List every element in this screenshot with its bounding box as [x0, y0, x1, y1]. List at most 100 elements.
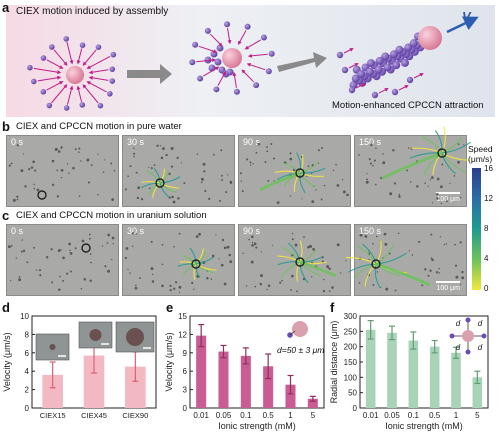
- speck: [254, 285, 257, 288]
- scale-bar-line: [436, 281, 460, 283]
- particle-trajectory: [280, 261, 301, 278]
- speck: [365, 180, 369, 184]
- speck: [406, 169, 409, 172]
- speck: [376, 235, 378, 238]
- speck: [240, 172, 243, 175]
- cpccn-particle: [189, 59, 196, 66]
- attraction-arrow: [398, 85, 409, 91]
- y-tick-label: 8: [25, 330, 30, 339]
- y-tick-label: 150: [344, 358, 358, 367]
- speck: [58, 288, 61, 291]
- cpccn-particle: [375, 56, 384, 65]
- particle-trajectory: [375, 239, 382, 265]
- attraction-arrow: [66, 41, 74, 65]
- cpccn-icon: [481, 333, 487, 339]
- speck: [374, 183, 377, 186]
- panel-a-title: CIEX motion induced by assembly: [16, 6, 169, 17]
- speck: [106, 242, 109, 244]
- speck: [459, 241, 462, 244]
- ciex-marker: [371, 259, 381, 269]
- panel-e-annotation: d=50 ± 3 μm: [277, 345, 325, 355]
- cpccn-particle: [214, 58, 222, 66]
- x-tick-label: 0.1: [408, 411, 420, 420]
- speck: [279, 281, 282, 284]
- speck: [102, 171, 105, 174]
- speck: [129, 165, 132, 168]
- speck: [218, 258, 220, 260]
- speck: [28, 168, 31, 171]
- speck: [135, 233, 137, 235]
- y-tick-label: 6: [183, 367, 188, 376]
- ciex-icon: [462, 330, 474, 342]
- particle-trajectory: [159, 171, 170, 184]
- speck: [220, 149, 223, 152]
- speck: [162, 147, 165, 151]
- speck: [202, 162, 206, 166]
- speck: [203, 170, 206, 173]
- frame-c-150: 150 s 100 μm: [354, 224, 467, 296]
- cpccn-particle: [204, 56, 212, 64]
- speck: [424, 182, 426, 185]
- speck: [289, 157, 293, 161]
- ciex-trajectory: [381, 151, 443, 180]
- speck: [133, 147, 135, 149]
- speck: [107, 269, 111, 273]
- speck: [50, 248, 53, 251]
- cpccn-particle: [244, 23, 251, 30]
- speck: [156, 144, 159, 147]
- ciex-trajectory: [375, 262, 431, 287]
- speck: [36, 188, 40, 192]
- speck: [272, 157, 276, 160]
- particle-trajectory: [346, 257, 377, 265]
- particle-trajectory: [277, 255, 301, 263]
- speck: [198, 232, 201, 236]
- speck: [56, 195, 59, 198]
- particle-trajectory: [441, 152, 466, 173]
- particle-trajectory: [353, 263, 377, 279]
- speck: [60, 146, 63, 149]
- speck: [454, 264, 458, 267]
- cpccn-particle: [27, 64, 33, 71]
- bar: [285, 384, 296, 408]
- speck: [370, 143, 373, 147]
- speck: [418, 240, 421, 243]
- frame-c-0: 0 s: [6, 224, 119, 296]
- speck: [322, 289, 326, 293]
- speck: [259, 283, 263, 286]
- particle-trajectory: [280, 246, 301, 263]
- particle-trajectory: [441, 152, 471, 161]
- speck: [150, 167, 153, 170]
- speck: [289, 152, 292, 155]
- speck: [20, 250, 23, 253]
- speck: [178, 291, 181, 293]
- speck: [445, 200, 448, 203]
- speck: [373, 159, 376, 162]
- y-tick-label: 100: [344, 373, 358, 382]
- speck: [69, 252, 73, 255]
- speck: [281, 279, 283, 282]
- speck: [51, 183, 55, 187]
- bar: [218, 351, 229, 408]
- speck: [110, 162, 113, 165]
- speck: [429, 179, 432, 181]
- x-tick-label: 1: [454, 411, 459, 420]
- speck: [35, 269, 38, 271]
- cpccn-particle: [392, 61, 401, 70]
- distance-label: d: [478, 343, 483, 352]
- cpccn-particle: [351, 74, 360, 83]
- speck: [16, 198, 19, 201]
- attraction-arrow: [355, 83, 366, 89]
- particle-trajectory: [299, 261, 309, 284]
- speck: [253, 242, 257, 246]
- frame-time-label: 150 s: [359, 226, 382, 236]
- speck: [291, 238, 294, 241]
- ciex-marker: [155, 178, 165, 188]
- particle-trajectory: [434, 130, 443, 154]
- speck: [211, 254, 215, 258]
- panel-c-label: c: [2, 208, 10, 223]
- speck: [368, 258, 370, 261]
- cpccn-particle: [107, 90, 113, 97]
- speck: [10, 162, 13, 165]
- particle-trajectory: [441, 136, 463, 154]
- y-tick-label: 2: [25, 386, 30, 395]
